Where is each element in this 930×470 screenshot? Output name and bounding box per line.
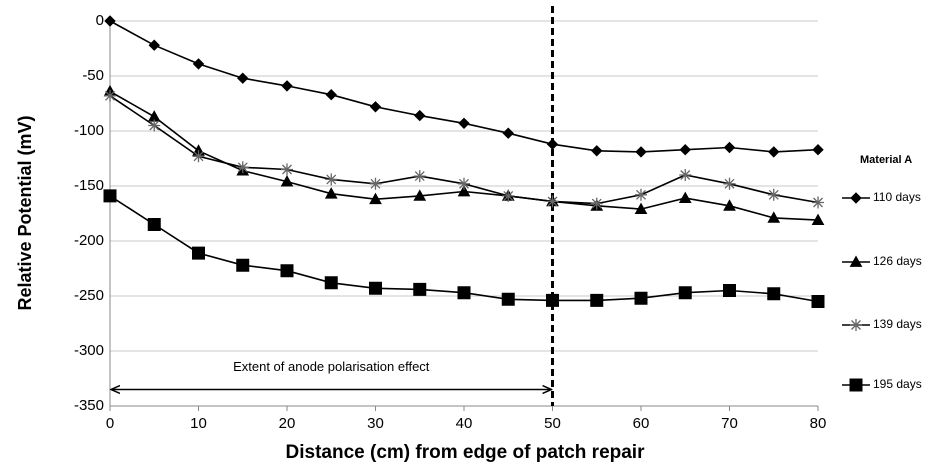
point [678, 191, 692, 203]
point [281, 80, 293, 92]
point [104, 89, 116, 102]
series-line [109, 195, 819, 303]
legend-label: 110 days [873, 190, 921, 204]
y-axis-label: Relative Potential (mV) [15, 115, 35, 310]
x-tick-label: 60 [633, 415, 650, 432]
point [590, 293, 604, 307]
point [148, 119, 161, 132]
point [324, 276, 338, 290]
point [236, 161, 249, 174]
x-tick-label: 40 [456, 415, 473, 432]
point [414, 109, 426, 122]
point [369, 177, 382, 190]
point [591, 145, 603, 157]
point [723, 177, 736, 190]
point [103, 189, 117, 203]
point [635, 146, 647, 158]
point [679, 143, 691, 156]
point [237, 72, 249, 84]
point [457, 184, 471, 197]
x-tick-label: 80 [810, 415, 827, 432]
point [458, 117, 470, 130]
point [458, 177, 470, 190]
legend-marker [849, 378, 863, 392]
y-tick-label: -150 [74, 177, 104, 194]
point [811, 295, 825, 308]
point [723, 199, 736, 211]
y-tick-label: -250 [74, 287, 104, 304]
annotation-text: Extent of anode polarisation effect [233, 359, 430, 374]
point [280, 264, 294, 278]
point [812, 196, 824, 209]
point [413, 189, 427, 201]
point [634, 202, 648, 214]
point [811, 213, 825, 225]
x-axis-label: Distance (cm) from edge of patch repair [286, 442, 646, 463]
point [457, 286, 471, 300]
point [635, 188, 647, 201]
point [767, 287, 781, 301]
point [502, 189, 515, 202]
point [413, 282, 427, 296]
series-line [109, 20, 819, 153]
y-tick-label: -300 [74, 342, 104, 359]
point [104, 15, 116, 27]
point [501, 292, 515, 306]
point [147, 218, 161, 231]
point [369, 281, 382, 295]
point [413, 170, 426, 183]
point [502, 127, 514, 139]
x-tick-label: 50 [544, 415, 561, 432]
point [281, 163, 293, 176]
legend-title: Material A [860, 154, 912, 166]
point [192, 246, 205, 260]
x-tick-label: 70 [721, 415, 738, 432]
y-tick-label: -100 [74, 122, 104, 139]
point [369, 101, 382, 113]
point [369, 192, 382, 205]
series-line [109, 90, 819, 221]
point [546, 293, 559, 307]
point [192, 58, 205, 70]
y-tick-label: -350 [74, 397, 104, 414]
point [678, 286, 692, 300]
point [723, 284, 736, 297]
legend-label: 139 days [873, 317, 922, 331]
point [280, 175, 294, 187]
x-tick-label: 0 [106, 415, 114, 432]
legend-marker [849, 255, 863, 267]
point [812, 143, 824, 156]
y-tick-label: -200 [74, 232, 104, 249]
y-tick-label: 0 [96, 12, 104, 29]
point [192, 150, 205, 163]
point [768, 146, 780, 158]
x-tick-label: 10 [190, 415, 207, 432]
x-tick-label: 20 [279, 415, 296, 432]
legend-label: 195 days [873, 377, 922, 391]
point [546, 138, 559, 150]
point [325, 173, 338, 186]
point [148, 39, 160, 51]
point [679, 169, 692, 181]
point [634, 291, 648, 305]
point [723, 141, 736, 154]
point [546, 195, 559, 208]
point [590, 197, 603, 210]
y-tick-label: -50 [82, 67, 104, 84]
legend-marker [850, 319, 862, 331]
legend-label: 126 days [873, 254, 922, 268]
legend-marker [850, 192, 862, 204]
x-tick-label: 30 [367, 415, 384, 432]
point [325, 88, 337, 101]
point [324, 187, 338, 199]
point [767, 211, 781, 223]
point [767, 188, 780, 201]
point [236, 258, 250, 272]
